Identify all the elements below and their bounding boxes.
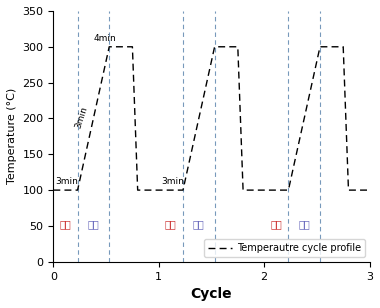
Text: 싙착: 싙착 [60,220,71,229]
Text: 싙착: 싙착 [271,220,282,229]
Text: 탈착: 탈착 [87,220,99,229]
Text: 3min: 3min [74,105,90,129]
Text: 4min: 4min [93,34,116,43]
Text: 탈착: 탈착 [193,220,205,229]
Text: 싙착: 싙착 [165,220,177,229]
Legend: Temperautre cycle profile: Temperautre cycle profile [204,239,365,257]
Y-axis label: Temperature (°C): Temperature (°C) [7,88,17,184]
Text: 탈착: 탈착 [298,220,310,229]
Text: 3min: 3min [55,177,78,186]
X-axis label: Cycle: Cycle [191,287,232,301]
Text: 3min: 3min [161,177,184,186]
